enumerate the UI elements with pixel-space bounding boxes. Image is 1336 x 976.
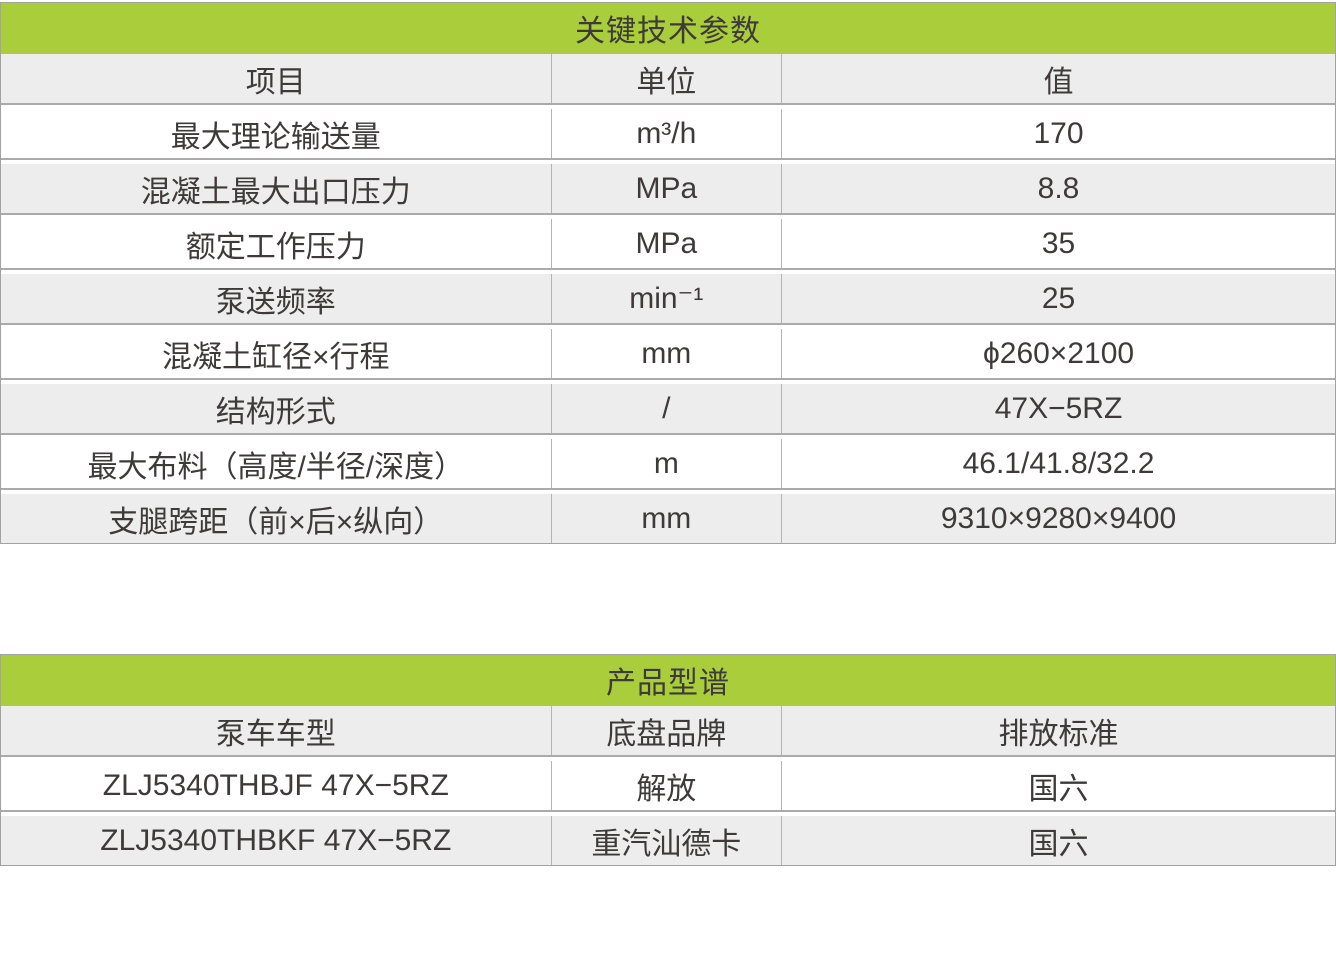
cell-item: 泵送频率 xyxy=(215,285,336,319)
cell-unit: / xyxy=(550,384,783,433)
cell-value: 25 xyxy=(1041,281,1076,315)
cell-emission: 国六 xyxy=(1028,772,1089,806)
table-row: ZLJ5340THBKF 47X−5RZ 重汽汕德卡 国六 xyxy=(1,816,1335,865)
table-row: 混凝土最大出口压力 MPa 8.8 xyxy=(1,164,1335,215)
cell-value: 46.1/41.8/32.2 xyxy=(962,446,1155,480)
cell-item: 混凝土缸径×行程 xyxy=(162,340,390,374)
table-row: 支腿跨距（前×后×纵向） mm 9310×9280×9400 xyxy=(1,494,1335,543)
cell-unit: mm xyxy=(550,329,783,378)
cell-emission: 国六 xyxy=(1028,827,1089,861)
spec-sheet-page: 关键技术参数 项目 单位 值 最大理论输送量 m³/h 170 混凝土最大出口压… xyxy=(0,2,1336,866)
table-row: 额定工作压力 MPa 35 xyxy=(1,219,1335,270)
table-row: 结构形式 / 47X−5RZ xyxy=(1,384,1335,435)
column-header-chassis: 底盘品牌 xyxy=(550,706,783,755)
cell-item: 支腿跨距（前×后×纵向） xyxy=(108,505,444,539)
cell-unit: mm xyxy=(550,494,783,543)
cell-unit: MPa xyxy=(550,219,783,268)
cell-item: 混凝土最大出口压力 xyxy=(140,175,411,209)
cell-item: 结构形式 xyxy=(215,395,336,429)
column-header-unit: 单位 xyxy=(550,54,783,103)
key-parameters-table: 关键技术参数 项目 单位 值 最大理论输送量 m³/h 170 混凝土最大出口压… xyxy=(0,2,1336,544)
product-spectrum-table: 产品型谱 泵车车型 底盘品牌 排放标准 ZLJ5340THBJF 47X−5RZ… xyxy=(0,654,1336,866)
table-body: 项目 单位 值 最大理论输送量 m³/h 170 混凝土最大出口压力 MPa 8… xyxy=(1,54,1335,543)
column-header-model: 泵车车型 xyxy=(215,717,336,751)
table-row: 最大理论输送量 m³/h 170 xyxy=(1,109,1335,160)
cell-unit: m xyxy=(550,439,783,488)
cell-unit: MPa xyxy=(550,164,783,213)
table-title: 关键技术参数 xyxy=(1,3,1335,54)
cell-value: 8.8 xyxy=(1037,171,1080,205)
cell-item: 额定工作压力 xyxy=(185,230,366,264)
cell-value: 9310×9280×9400 xyxy=(940,501,1177,535)
column-header-row: 项目 单位 值 xyxy=(1,54,1335,105)
cell-value: 47X−5RZ xyxy=(994,391,1123,425)
column-header-item: 项目 xyxy=(245,65,306,99)
table-title: 产品型谱 xyxy=(1,655,1335,706)
cell-unit: m³/h xyxy=(550,109,783,158)
cell-unit: min⁻¹ xyxy=(550,274,783,323)
column-header-emission: 排放标准 xyxy=(998,717,1119,751)
cell-value: ϕ260×2100 xyxy=(982,336,1135,370)
cell-item: 最大理论输送量 xyxy=(170,120,381,154)
cell-item: 最大布料（高度/半径/深度） xyxy=(87,450,465,484)
table-row: 混凝土缸径×行程 mm ϕ260×2100 xyxy=(1,329,1335,380)
table-row: 最大布料（高度/半径/深度） m 46.1/41.8/32.2 xyxy=(1,439,1335,490)
column-header-row: 泵车车型 底盘品牌 排放标准 xyxy=(1,706,1335,757)
cell-model: ZLJ5340THBJF 47X−5RZ xyxy=(102,768,449,802)
table-row: 泵送频率 min⁻¹ 25 xyxy=(1,274,1335,325)
cell-chassis: 解放 xyxy=(550,761,783,810)
column-header-value: 值 xyxy=(1043,65,1074,99)
cell-chassis: 重汽汕德卡 xyxy=(550,816,783,865)
table-row: ZLJ5340THBJF 47X−5RZ 解放 国六 xyxy=(1,761,1335,812)
cell-value: 170 xyxy=(1033,116,1084,150)
cell-value: 35 xyxy=(1041,226,1076,260)
cell-model: ZLJ5340THBKF 47X−5RZ xyxy=(100,823,452,857)
table-body: 泵车车型 底盘品牌 排放标准 ZLJ5340THBJF 47X−5RZ 解放 国… xyxy=(1,706,1335,865)
